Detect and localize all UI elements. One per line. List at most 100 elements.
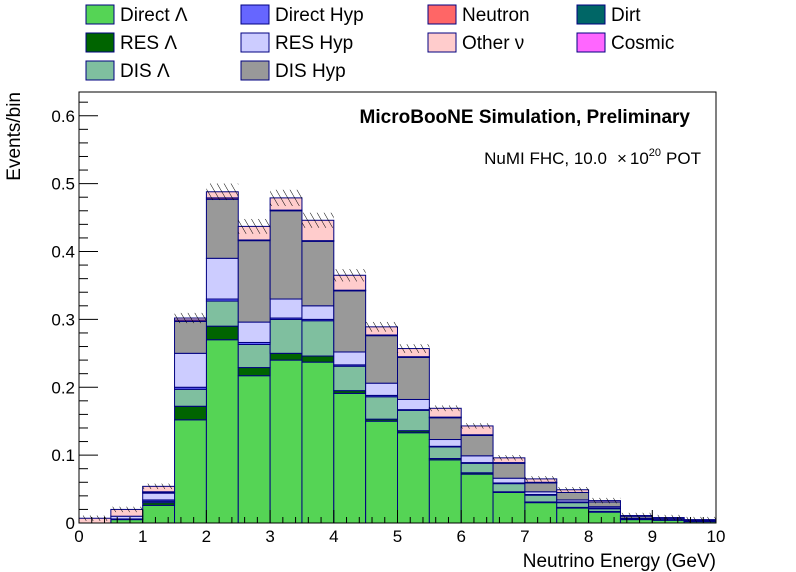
bar-dis-hyp-bin-5 bbox=[237, 240, 271, 323]
y-tick-label: 0.2 bbox=[51, 378, 75, 397]
bar-res-hyp-bin-11 bbox=[428, 439, 462, 447]
bar-dis-lambda-bin-6 bbox=[269, 318, 303, 354]
legend-label: DIS Λ bbox=[120, 61, 170, 82]
bar-dis-lambda-bin-8 bbox=[333, 365, 367, 392]
x-tick-label: 10 bbox=[707, 527, 726, 546]
legend-label: Other ν bbox=[462, 33, 524, 54]
bar-dis-lambda-bin-14 bbox=[524, 494, 558, 503]
error-band-bin-16 bbox=[588, 497, 621, 504]
x-tick-label: 2 bbox=[202, 527, 211, 546]
bar-res-hyp-bin-6 bbox=[269, 298, 303, 319]
legend-label: Cosmic bbox=[611, 33, 674, 54]
error-band-bin-10 bbox=[397, 344, 430, 353]
error-band-bin-18 bbox=[652, 514, 685, 521]
bar-dis-hyp-bin-15 bbox=[556, 491, 590, 501]
legend-swatch bbox=[240, 60, 270, 81]
bar-direct-lambda-bin-8 bbox=[333, 392, 367, 524]
y-axis-label: Events/bin bbox=[4, 92, 25, 181]
bar-direct-lambda-bin-14 bbox=[524, 502, 558, 524]
legend-item-dis-lambda: DIS Λ bbox=[85, 60, 170, 82]
error-band-bin-15 bbox=[556, 487, 589, 493]
bar-dis-lambda-bin-11 bbox=[428, 446, 462, 460]
bar-dis-hyp-bin-4 bbox=[205, 198, 239, 259]
bar-dis-hyp-bin-7 bbox=[301, 240, 335, 307]
legend-item-neutron: Neutron bbox=[427, 4, 530, 26]
x-tick-label: 9 bbox=[648, 527, 657, 546]
x-tick-label: 7 bbox=[520, 527, 529, 546]
legend-item-direct-hyp: Direct Hyp bbox=[240, 4, 364, 26]
x-tick-label: 4 bbox=[329, 527, 338, 546]
x-tick-label: 5 bbox=[393, 527, 402, 546]
bar-direct-lambda-bin-10 bbox=[397, 432, 430, 524]
legend-label: RES Hyp bbox=[275, 33, 353, 54]
bar-res-lambda-bin-4 bbox=[205, 325, 239, 341]
axes: 0 1 2 3 4 5 6 7 8 9 10 0 0.1 0.2 0.3 0.4 0.5 0.6 bbox=[51, 101, 726, 546]
bar-res-hyp-bin-7 bbox=[301, 305, 335, 320]
legend: Direct Λ Direct Hyp Neutron Dirt RES Λ RES Hy… bbox=[85, 4, 674, 82]
bar-dis-lambda-bin-5 bbox=[237, 343, 271, 369]
error-band-bin-3 bbox=[174, 312, 207, 324]
bar-dis-hyp-bin-3 bbox=[174, 320, 207, 354]
legend-swatch bbox=[576, 32, 606, 53]
error-band-bin-19 bbox=[684, 516, 716, 523]
error-band-bin-5 bbox=[238, 218, 271, 234]
legend-swatch bbox=[85, 4, 115, 25]
bar-dis-hyp-bin-13 bbox=[492, 462, 526, 479]
error-band-bin-1 bbox=[110, 506, 143, 513]
bar-dis-lambda-bin-3 bbox=[174, 388, 207, 407]
error-band-bin-0 bbox=[79, 515, 111, 521]
error-band-bin-13 bbox=[493, 455, 525, 461]
x-tick-label: 3 bbox=[265, 527, 274, 546]
error-band-bin-4 bbox=[206, 183, 239, 201]
x-axis-label: Neutrino Energy (GeV) bbox=[523, 551, 716, 572]
y-tick-label: 0.5 bbox=[51, 175, 75, 194]
bar-direct-lambda-bin-13 bbox=[492, 491, 526, 524]
bar-res-hyp-bin-12 bbox=[460, 455, 494, 464]
legend-label: Neutron bbox=[462, 5, 530, 26]
error-band-bin-6 bbox=[270, 189, 302, 207]
subtitle-text: NuMI FHC, 10.0 bbox=[484, 149, 607, 168]
bar-res-lambda-bin-3 bbox=[174, 405, 207, 421]
bar-dis-hyp-bin-12 bbox=[460, 434, 494, 457]
bar-direct-lambda-bin-16 bbox=[588, 511, 621, 524]
x-tick-label: 0 bbox=[74, 527, 83, 546]
subtitle-base: 10 bbox=[630, 149, 649, 168]
legend-swatch bbox=[240, 4, 270, 25]
y-tick-label: 0.4 bbox=[51, 243, 75, 262]
legend-item-res-hyp: RES Hyp bbox=[240, 32, 353, 54]
legend-label: RES Λ bbox=[120, 33, 177, 54]
bar-dis-hyp-bin-6 bbox=[269, 210, 303, 300]
legend-item-other-nu: Other ν bbox=[427, 32, 524, 54]
bar-dis-hyp-bin-11 bbox=[428, 417, 462, 441]
histogram-bars bbox=[78, 183, 717, 524]
bar-res-hyp-bin-3 bbox=[174, 352, 207, 388]
legend-item-dirt: Dirt bbox=[576, 4, 641, 26]
legend-item-res-lambda: RES Λ bbox=[85, 32, 177, 54]
bar-res-hyp-bin-4 bbox=[205, 257, 239, 300]
bar-direct-lambda-bin-2 bbox=[142, 504, 176, 524]
bar-direct-lambda-bin-7 bbox=[301, 361, 335, 524]
error-band-bin-8 bbox=[333, 269, 366, 282]
bar-dis-lambda-bin-13 bbox=[492, 483, 526, 493]
bar-res-hyp-bin-9 bbox=[365, 382, 398, 396]
error-band-bin-2 bbox=[142, 483, 175, 490]
legend-label: Direct Hyp bbox=[275, 5, 364, 26]
error-band-bin-12 bbox=[461, 423, 494, 429]
bar-dis-hyp-bin-9 bbox=[365, 335, 398, 384]
bar-direct-lambda-bin-5 bbox=[237, 375, 271, 524]
y-tick-label: 0 bbox=[66, 514, 75, 533]
bar-direct-lambda-bin-3 bbox=[174, 419, 207, 524]
subtitle-exponent: 20 bbox=[649, 147, 661, 159]
error-band-bin-9 bbox=[365, 321, 398, 332]
bar-res-hyp-bin-8 bbox=[333, 351, 367, 366]
error-band-bin-11 bbox=[429, 405, 462, 412]
bar-res-lambda-bin-6 bbox=[269, 352, 303, 361]
bar-res-hyp-bin-13 bbox=[492, 477, 526, 484]
bar-dis-lambda-bin-10 bbox=[397, 409, 430, 432]
legend-item-direct-lambda: Direct Λ bbox=[85, 4, 188, 26]
bar-res-lambda-bin-7 bbox=[301, 355, 335, 363]
bar-dis-hyp-bin-14 bbox=[524, 482, 558, 493]
bar-dis-lambda-bin-12 bbox=[460, 462, 494, 474]
legend-label: DIS Hyp bbox=[275, 61, 346, 82]
bar-direct-lambda-bin-4 bbox=[205, 339, 239, 524]
